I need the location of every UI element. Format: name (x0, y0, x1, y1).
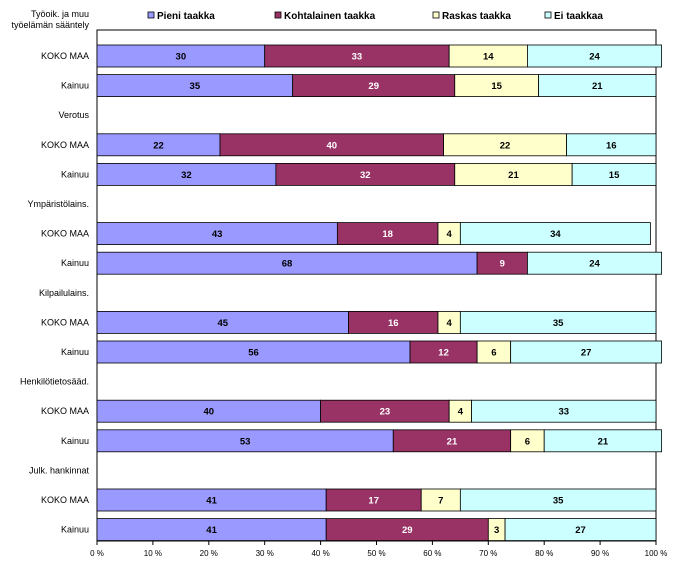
row-label: Kainuu (61, 81, 89, 91)
row-label: KOKO MAA (41, 495, 89, 505)
data-label: 56 (248, 348, 259, 359)
bar-segment (510, 340, 662, 364)
group-label-3: Ympäristölains. (27, 199, 89, 209)
data-label: 27 (581, 348, 592, 359)
data-label: 32 (360, 170, 371, 181)
group-label-2: Verotus (58, 110, 89, 120)
row-label: Kainuu (61, 525, 89, 535)
x-tick-label: 0 % (90, 549, 104, 558)
data-label: 23 (380, 407, 391, 418)
legend-swatch-3 (432, 11, 440, 19)
legend-swatch-4 (544, 11, 552, 19)
bar-segment (459, 488, 657, 512)
row-label: KOKO MAA (41, 140, 89, 150)
bar-segment (459, 222, 651, 246)
data-label: 35 (553, 318, 564, 329)
x-tick-label: 50 % (367, 549, 385, 558)
data-label: 34 (550, 229, 561, 240)
plot-area (96, 29, 657, 542)
data-label: 12 (438, 348, 449, 359)
data-label: 45 (217, 318, 228, 329)
x-tick-label: 90 % (591, 549, 609, 558)
legend-swatch-1 (147, 11, 155, 19)
data-label: 15 (609, 170, 620, 181)
data-label: 53 (240, 436, 251, 447)
data-label: 24 (589, 259, 600, 270)
data-label: 32 (181, 170, 192, 181)
data-label: 6 (491, 348, 496, 359)
data-label: 21 (508, 170, 519, 181)
data-label: 40 (326, 140, 337, 151)
data-label: 16 (388, 318, 399, 329)
data-label: 16 (606, 140, 617, 151)
x-tick-label: 40 % (311, 549, 329, 558)
x-tick-label: 100 % (645, 549, 668, 558)
x-tick-label: 70 % (479, 549, 497, 558)
group-label-6: Julk. hankinnat (29, 465, 90, 475)
data-label: 15 (491, 81, 502, 92)
bar-segment (459, 310, 657, 334)
data-label: 17 (368, 496, 379, 507)
group-label-1-line-2: työelämän sääntely (11, 20, 89, 30)
data-label: 9 (500, 259, 505, 270)
legend-swatch-2 (274, 11, 282, 19)
row-label: Kainuu (61, 347, 89, 357)
legend-label-4: Ei taakkaa (554, 11, 603, 22)
data-label: 7 (438, 496, 443, 507)
data-label: 18 (382, 229, 393, 240)
data-label: 4 (447, 229, 453, 240)
bar-segment (504, 518, 657, 541)
group-label-5: Henkilötietosääd. (20, 377, 89, 387)
data-label: 3 (494, 525, 499, 536)
bar-segment (543, 429, 662, 453)
data-label: 4 (447, 318, 453, 329)
data-label: 22 (500, 140, 511, 151)
data-label: 41 (206, 496, 217, 507)
x-tick-label: 30 % (256, 549, 274, 558)
data-label: 40 (204, 407, 215, 418)
data-label: 21 (598, 436, 609, 447)
data-label: 35 (553, 496, 564, 507)
data-label: 24 (589, 52, 600, 63)
data-label: 27 (575, 525, 586, 536)
x-tick-label: 20 % (200, 549, 218, 558)
x-tick-label: 10 % (144, 549, 162, 558)
x-tick-label: 80 % (535, 549, 553, 558)
data-label: 29 (368, 81, 379, 92)
legend-label-3: Raskas taakka (442, 11, 511, 22)
group-label-4: Kilpailulains. (39, 288, 89, 298)
data-label: 33 (558, 407, 569, 418)
data-label: 21 (447, 436, 458, 447)
row-label: KOKO MAA (41, 51, 89, 61)
bar-segment (538, 74, 657, 97)
data-label: 29 (402, 525, 413, 536)
data-label: 33 (352, 52, 363, 63)
bar-segment (471, 399, 657, 423)
data-label: 68 (282, 259, 293, 270)
data-label: 21 (592, 81, 603, 92)
bar-segment (566, 133, 657, 157)
row-label: KOKO MAA (41, 406, 89, 416)
data-label: 43 (212, 229, 223, 240)
data-label: 6 (525, 436, 530, 447)
group-label-1-line-1: Työoik. ja muu (31, 9, 89, 19)
row-label: KOKO MAA (41, 229, 89, 239)
bar-segment (571, 162, 657, 186)
data-label: 22 (153, 140, 164, 151)
bar-segment (527, 251, 662, 275)
legend-label-2: Kohtalainen taakka (284, 11, 376, 22)
data-label: 14 (483, 52, 494, 63)
data-label: 35 (190, 81, 201, 92)
row-label: Kainuu (61, 258, 89, 268)
row-label: Kainuu (61, 436, 89, 446)
data-label: 41 (206, 525, 217, 536)
legend-label-1: Pieni taakka (157, 11, 215, 22)
row-label: Kainuu (61, 169, 89, 179)
bar-segment (527, 44, 662, 68)
data-label: 30 (176, 52, 187, 63)
data-label: 4 (458, 407, 464, 418)
row-label: KOKO MAA (41, 317, 89, 327)
x-tick-label: 60 % (423, 549, 441, 558)
